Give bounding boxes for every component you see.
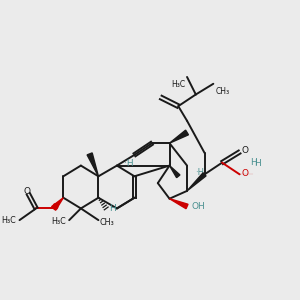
Text: H₃C: H₃C [1,216,16,225]
Text: O: O [24,188,31,196]
Text: O: O [242,146,249,155]
Polygon shape [52,198,63,210]
Text: ·H: ·H [124,159,134,168]
Text: CH₃: CH₃ [215,87,230,96]
Polygon shape [87,153,98,176]
Polygon shape [169,199,188,209]
Text: H₃C: H₃C [171,80,185,89]
Text: O: O [242,169,249,178]
Text: OH: OH [192,202,206,211]
Text: H: H [254,159,261,168]
Text: H: H [250,158,256,167]
Text: H: H [109,204,116,213]
Text: H₃C: H₃C [52,217,66,226]
Polygon shape [187,173,206,191]
Polygon shape [169,166,180,178]
Text: ·H: ·H [195,168,204,177]
Text: O: O [51,203,58,212]
Polygon shape [169,130,188,143]
Text: CH₃: CH₃ [99,218,114,226]
